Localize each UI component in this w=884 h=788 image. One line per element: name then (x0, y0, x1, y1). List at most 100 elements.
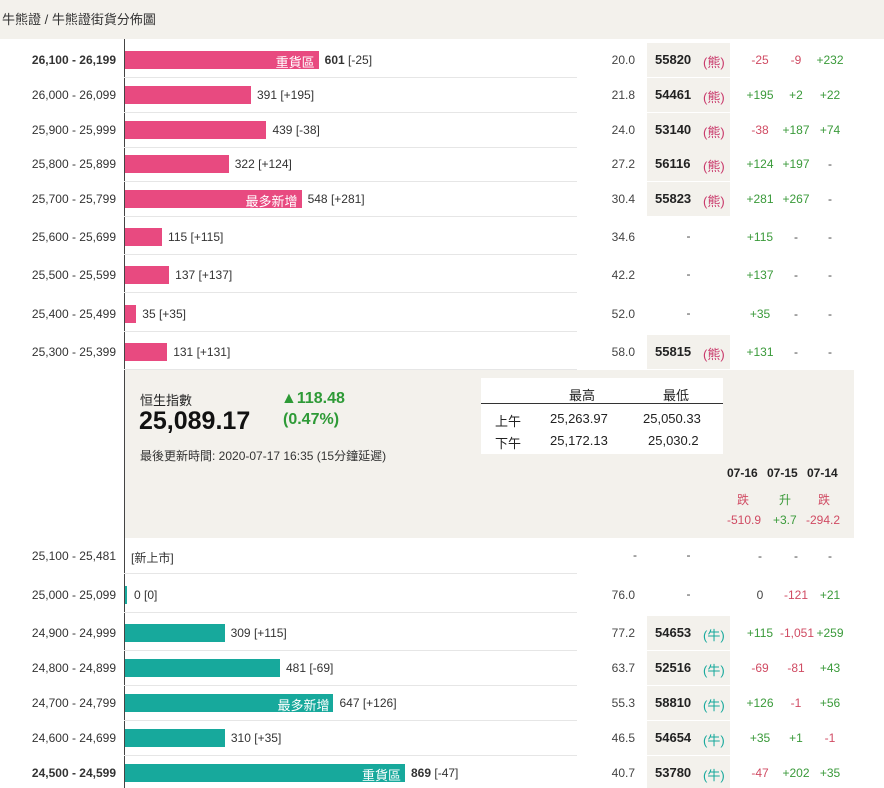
quantity-bar[interactable] (125, 305, 137, 323)
quantity-value: 391 (256, 88, 277, 102)
warrant-code-link[interactable]: 54654 (655, 730, 692, 745)
change-day-2: - (794, 230, 798, 244)
quantity-label: 439 [-38] (272, 123, 319, 137)
quantity-bar[interactable]: 重貨區 (125, 764, 405, 783)
warrant-type-label: (熊) (703, 194, 725, 209)
code-cell (647, 78, 730, 112)
quantity-bar[interactable] (125, 729, 225, 747)
change-day-3: - (828, 192, 832, 206)
code-cell (647, 651, 730, 685)
quantity-delta: [-47] (434, 766, 459, 780)
index-name: 恒生指數 (140, 393, 193, 408)
history-date: 07-14 (807, 466, 838, 480)
quantity-bar[interactable] (125, 121, 267, 139)
strike-range: 26,100 - 26,199 (31, 53, 116, 67)
chart-axis-line (124, 39, 125, 788)
table-row[interactable]: 25,600 - 25,699 115 [+115] 34.6 - +115 - - (0, 220, 884, 255)
strike-range: 24,600 - 24,699 (31, 731, 116, 745)
warrant-code-link[interactable]: 55823 (655, 191, 692, 206)
quantity-bar (125, 586, 127, 604)
row-divider (124, 331, 577, 332)
warrant-code-link[interactable]: 55815 (655, 344, 692, 359)
warrant-code-link[interactable]: 53780 (655, 765, 692, 780)
change-day-1: +137 (746, 268, 774, 282)
quantity-bar[interactable] (125, 86, 251, 104)
top-warrant-code: - (686, 548, 691, 562)
call-level: 55.3 (611, 696, 635, 710)
history-trend: 跌 (818, 493, 831, 507)
quantity-bar[interactable] (125, 624, 225, 642)
change-day-3: +21 (819, 588, 841, 602)
quantity-bar[interactable] (125, 343, 168, 361)
quantity-bar[interactable] (125, 266, 170, 284)
table-row[interactable]: 25,000 - 25,099 0 [0] 76.0 - 0 -121 +21 (0, 578, 884, 613)
row-divider (124, 369, 577, 370)
quantity-value: 481 (285, 661, 306, 675)
table-row[interactable]: 25,400 - 25,499 35 [+35] 52.0 - +35 - - (0, 297, 884, 332)
table-row[interactable]: 24,900 - 24,999 309 [+115] 77.2 54653 (牛) +11… (0, 616, 884, 651)
strike-range: 25,000 - 25,099 (31, 588, 116, 602)
strike-range: 24,900 - 24,999 (31, 626, 116, 640)
change-day-2: +267 (782, 192, 810, 206)
table-row[interactable]: 24,600 - 24,699 310 [+35] 46.5 54654 (牛) +35 +… (0, 721, 884, 756)
breadcrumb[interactable]: 牛熊證 / 牛熊證街貨分佈圖 (0, 0, 884, 39)
warrant-code-link[interactable]: 54461 (655, 87, 692, 102)
quantity-delta: [-38] (295, 123, 320, 137)
table-row[interactable]: 25,700 - 25,799 最多新增 548 [+281] 30.4 55823 (熊… (0, 182, 884, 217)
warrant-code-link[interactable]: 54653 (655, 625, 692, 640)
quantity-bar[interactable]: 最多新增 (125, 190, 302, 209)
change-day-3: - (828, 549, 832, 563)
warrant-code-link[interactable]: 55820 (655, 52, 692, 67)
quantity-value: 131 (173, 345, 194, 359)
call-level: 52.0 (611, 307, 635, 321)
quantity-value: 115 (168, 230, 188, 244)
quantity-label: 309 [+115] (231, 626, 287, 640)
code-cell (647, 721, 730, 755)
code-cell (647, 147, 730, 181)
quantity-bar[interactable] (125, 659, 280, 677)
quantity-bar[interactable]: 重貨區 (125, 51, 319, 70)
table-row[interactable]: 24,700 - 24,799 最多新增 647 [+126] 55.3 58810 (牛… (0, 686, 884, 721)
warrant-code-link[interactable]: 56116 (655, 156, 691, 171)
table-row[interactable]: 25,500 - 25,599 137 [+137] 42.2 - +137 - - (0, 258, 884, 293)
table-row[interactable]: 24,500 - 24,599 重貨區 869 [-47] 40.7 53780 (牛) -… (0, 756, 884, 788)
strike-range: 24,500 - 24,599 (31, 766, 116, 780)
table-row[interactable]: 25,800 - 25,899 322 [+124] 27.2 56116 (熊) +12… (0, 147, 884, 182)
warrant-code-link[interactable]: 58810 (655, 695, 692, 710)
table-row[interactable]: 26,000 - 26,099 391 [+195] 21.8 54461 (熊) +19… (0, 78, 884, 113)
change-day-1: +131 (746, 345, 774, 359)
quantity-value: 601 (324, 53, 345, 67)
table-row[interactable]: 25,100 - 25,481 [新上市] - - - - - (0, 539, 884, 574)
quantity-bar[interactable]: 最多新增 (125, 694, 334, 713)
quantity-bar[interactable] (125, 155, 229, 173)
row-divider (124, 77, 577, 78)
strike-range: 25,400 - 25,499 (31, 307, 116, 321)
quantity-label: 137 [+137] (175, 268, 232, 282)
call-level: 24.0 (611, 123, 635, 137)
warrant-type-label: (熊) (703, 55, 725, 70)
quantity-delta: [-69] (309, 661, 334, 675)
row-divider (124, 755, 577, 756)
warrant-type-label: (熊) (703, 347, 725, 362)
table-row[interactable]: 25,900 - 25,999 439 [-38] 24.0 53140 (熊) -38 +… (0, 113, 884, 148)
change-day-2: -1 (790, 696, 802, 710)
history-change: +3.7 (773, 513, 797, 527)
row-divider (124, 112, 577, 113)
change-day-2: -9 (790, 53, 802, 67)
low-header: 最低 (663, 388, 690, 403)
table-row[interactable]: 25,300 - 25,399 131 [+131] 58.0 55815 (熊) +13… (0, 335, 884, 370)
change-day-3: - (828, 268, 832, 282)
quantity-value: 322 (234, 157, 255, 171)
row-divider (124, 216, 577, 217)
code-cell (647, 616, 730, 650)
table-row[interactable]: 24,800 - 24,899 481 [-69] 63.7 52516 (牛) -69 -… (0, 651, 884, 686)
table-row[interactable]: 26,100 - 26,199 重貨區 601 [-25] 20.0 55820 (熊) -… (0, 43, 884, 78)
change-day-3: +259 (816, 626, 844, 640)
change-day-3: - (828, 157, 832, 171)
bar-tag: 重貨區 (361, 768, 401, 783)
change-day-1: +126 (746, 696, 774, 710)
warrant-code-link[interactable]: 53140 (655, 122, 692, 137)
warrant-code-link[interactable]: 52516 (655, 660, 692, 675)
change-day-2: +197 (782, 157, 810, 171)
quantity-bar[interactable] (125, 228, 163, 246)
